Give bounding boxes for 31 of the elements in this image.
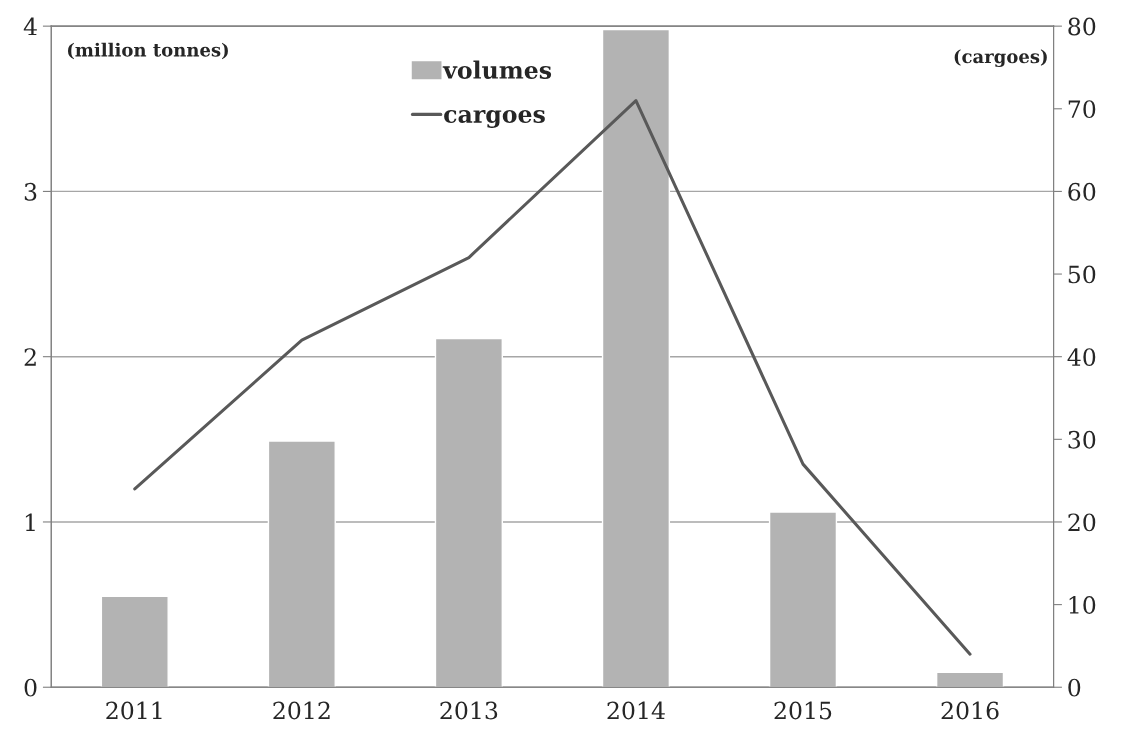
y2-tick-label: 30 <box>1068 430 1096 449</box>
y2-tick-label: 60 <box>1068 182 1096 201</box>
y-tick-label: 1 <box>25 513 35 531</box>
legend-label: volumes <box>442 60 552 79</box>
line-series <box>133 98 972 656</box>
x-tick-label: 2014 <box>607 701 665 720</box>
x-tick-label: 2015 <box>774 701 832 720</box>
bar <box>601 28 671 688</box>
y-axis-title: (million tonnes) <box>67 42 228 60</box>
y2-tick-label: 10 <box>1069 596 1096 614</box>
y2-tick-label: 20 <box>1068 513 1096 532</box>
y2-axis-title: (cargoes) <box>954 49 1047 68</box>
y-tick-label: 2 <box>24 348 36 366</box>
bar <box>267 440 336 688</box>
x-tick-label: 2012 <box>273 701 330 720</box>
y-tick-label: 3 <box>24 182 37 201</box>
y2-tick-label: 0 <box>1068 678 1081 697</box>
bar <box>768 511 838 688</box>
y2-tick-label: 80 <box>1068 17 1096 36</box>
legend-label: cargoes <box>444 110 545 128</box>
bar <box>935 671 1005 688</box>
y2-tick-label: 40 <box>1067 348 1096 366</box>
x-tick-label: 2016 <box>941 701 999 720</box>
y2-tick-label: 70 <box>1068 100 1096 119</box>
x-tick-label: 2011 <box>106 701 162 720</box>
y2-tick-label: 50 <box>1068 265 1096 284</box>
bar <box>100 595 169 688</box>
x-tick-label: 2013 <box>440 701 498 720</box>
y-tick-label: 0 <box>24 678 37 697</box>
bar <box>434 337 503 688</box>
y-tick-label: 4 <box>23 17 37 36</box>
